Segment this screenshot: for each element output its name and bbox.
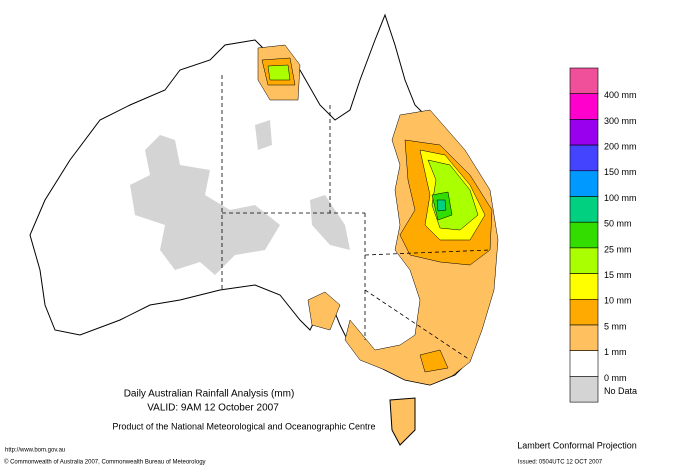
legend-swatch [569,170,599,197]
legend-swatch [569,67,599,95]
legend-label: No Data [604,386,637,396]
legend-swatch [569,196,599,223]
legend-swatch [569,93,599,120]
legend-swatch [569,273,599,300]
rain-area [267,64,291,81]
no-data-area [310,195,350,250]
map-title: Daily Australian Rainfall Analysis (mm) [124,389,295,400]
legend-label: 15 mm [604,270,632,280]
legend-label: 0 mm [604,373,627,383]
legend-label: 5 mm [604,321,627,331]
legend-label: 400 mm [604,90,637,100]
legend-swatch [569,247,599,274]
state-borders [221,75,491,361]
legend-swatch [569,376,599,403]
legend-swatch [569,119,599,146]
tasmania [389,397,416,446]
rain-area [436,199,447,212]
legend: 400 mm 300 mm 200 mm 150 mm 100 mm 50 mm 25 mm… [569,67,637,403]
rain-area [419,349,449,373]
legend-label: 300 mm [604,116,637,126]
legend-swatch [569,350,599,377]
map [29,13,499,446]
url: http://www.bom.gov.au [5,448,65,454]
copyright: © Commonwealth of Australia 2007, Common… [4,459,206,466]
no-data-area [130,135,280,275]
legend-label: 1 mm [604,347,627,357]
legend-label: 25 mm [604,244,632,254]
legend-swatch [569,324,599,352]
product-note: Product of the National Meteorological a… [112,421,375,431]
legend-swatch [569,298,599,326]
issued: Issued: 0504UTC 12 OCT 2007 [518,460,603,466]
legend-swatch [569,221,599,249]
legend-label: 150 mm [604,167,637,177]
legend-label: 10 mm [604,296,632,306]
legend-label: 100 mm [604,193,637,203]
legend-swatch [569,144,599,172]
projection: Lambert Conformal Projection [517,440,637,450]
legend-label: 200 mm [604,141,637,151]
legend-label: 50 mm [604,219,632,229]
no-data-area [255,120,272,150]
rain-area [307,291,341,331]
valid-time: VALID: 9AM 12 October 2007 [147,403,279,414]
